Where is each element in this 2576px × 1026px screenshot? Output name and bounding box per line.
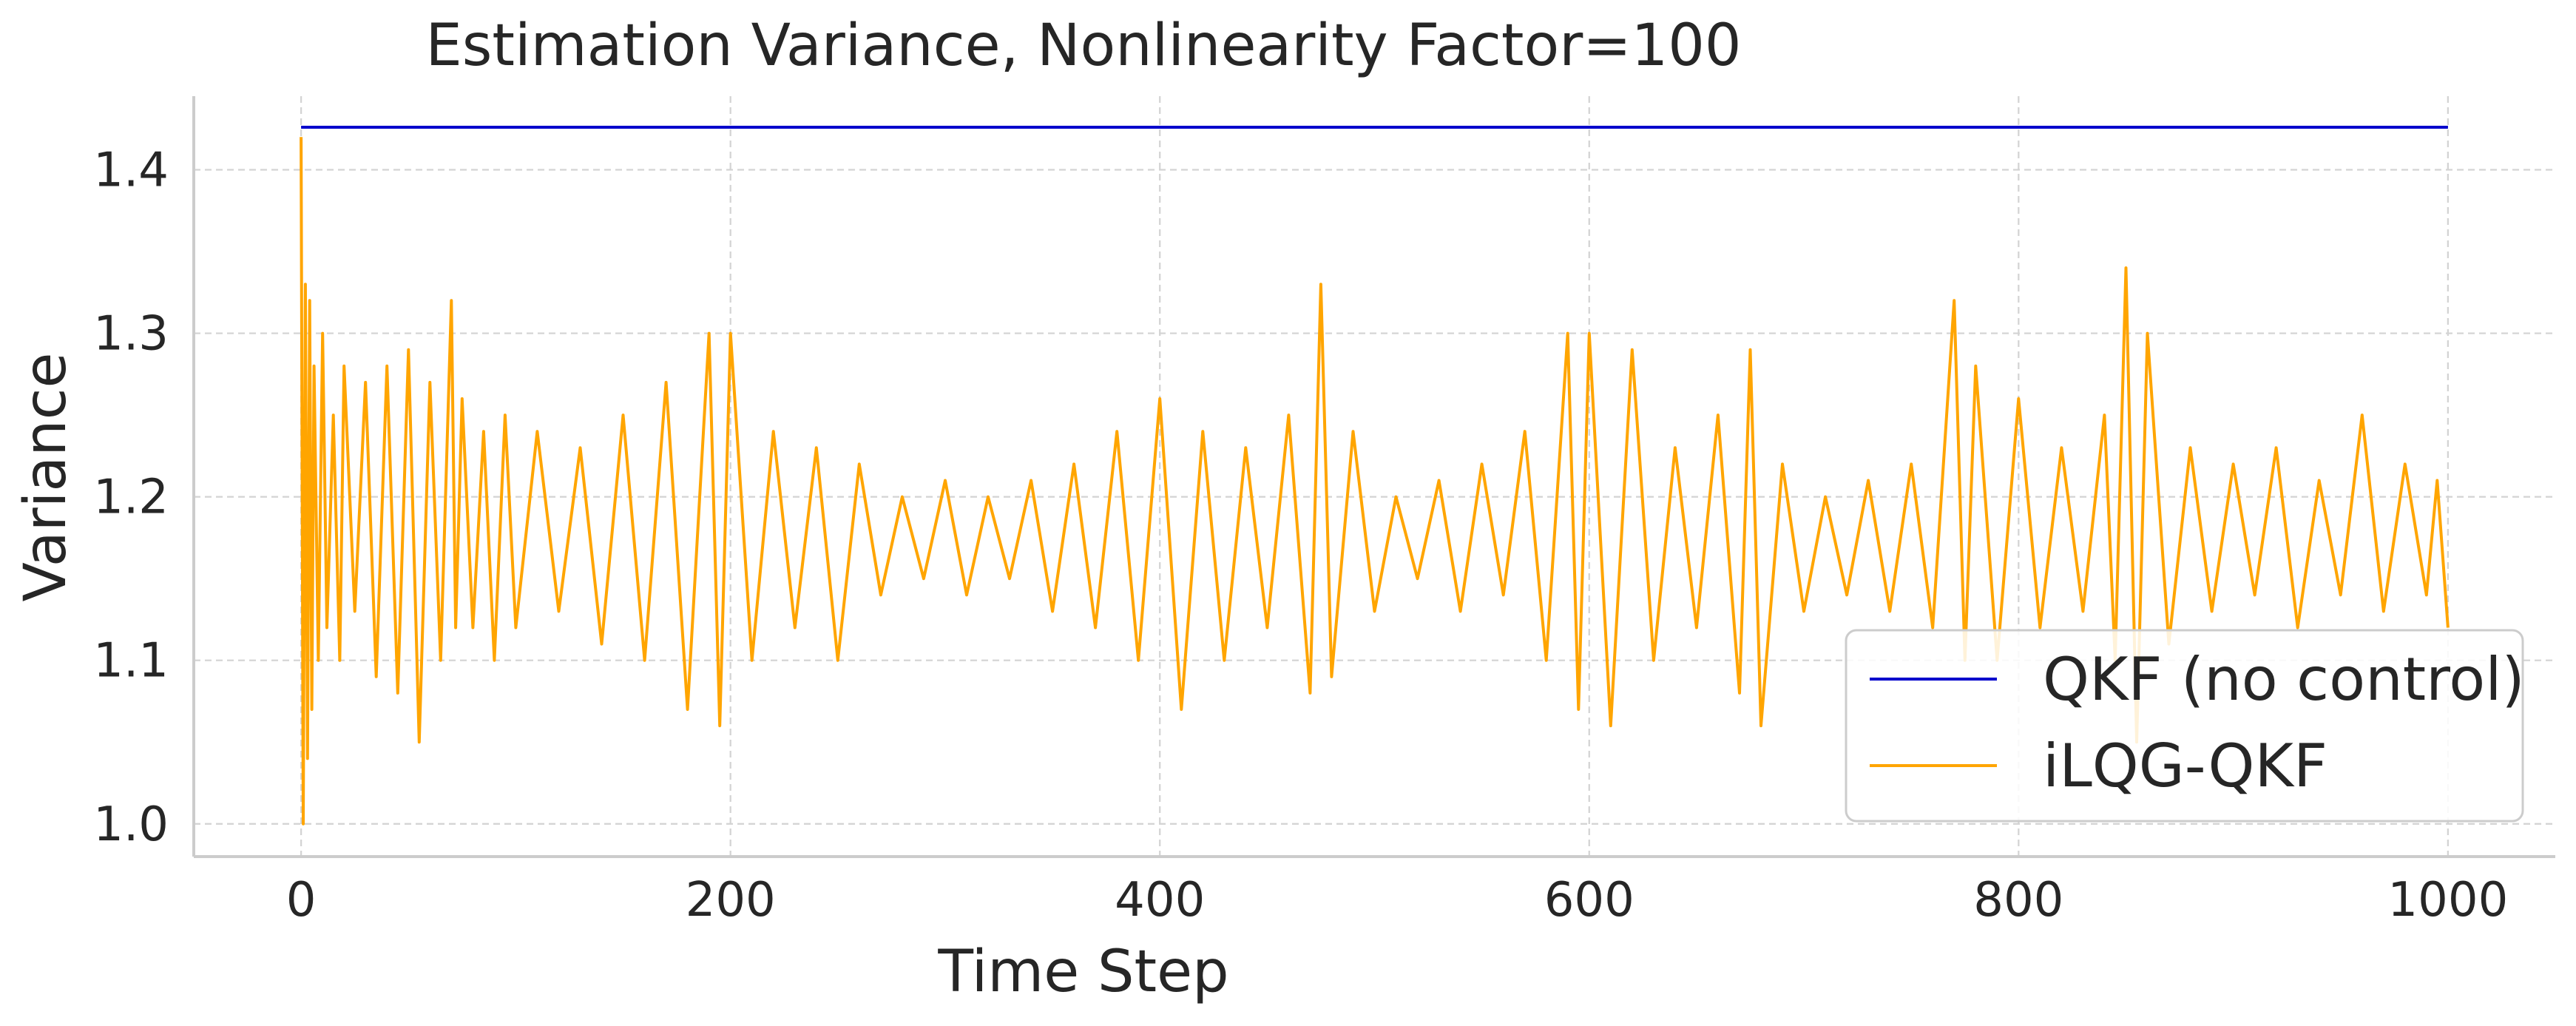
y-tick-label: 1.3 (93, 307, 169, 362)
y-tick-label: 1.0 (93, 797, 169, 852)
y-tick-label: 1.4 (93, 143, 169, 198)
legend-frame (1845, 629, 2524, 823)
x-tick-label: 400 (1115, 873, 1205, 928)
y-tick-label: 1.2 (93, 470, 169, 525)
axes (192, 96, 2555, 858)
series-line-ilqg-qkf (300, 137, 2450, 826)
chart-title: Estimation Variance, Nonlinearity Factor… (425, 13, 1741, 79)
x-axis-label: Time Step (937, 939, 1228, 1005)
x-tick-label: 1000 (2387, 873, 2508, 928)
x-tick-label: 600 (1544, 873, 1634, 928)
x-tick-label: 800 (1973, 873, 2063, 928)
legend-label-qkf: QKF (no control) (2043, 645, 2525, 714)
y-tick-label: 1.1 (93, 634, 169, 689)
y-axis-label: Variance (13, 353, 79, 602)
legend-label-ilqg-qkf: iLQG-QKF (2043, 732, 2327, 800)
x-tick-label: 0 (286, 873, 317, 928)
legend: QKF (no control) iLQG-QKF (1845, 629, 2525, 823)
x-tick-label: 200 (686, 873, 776, 928)
tick-labels: 0 200 400 600 800 1000 1.0 1.1 1.2 1.3 1.4 (93, 143, 2508, 928)
series-layer (300, 126, 2450, 826)
grid (194, 96, 2555, 857)
